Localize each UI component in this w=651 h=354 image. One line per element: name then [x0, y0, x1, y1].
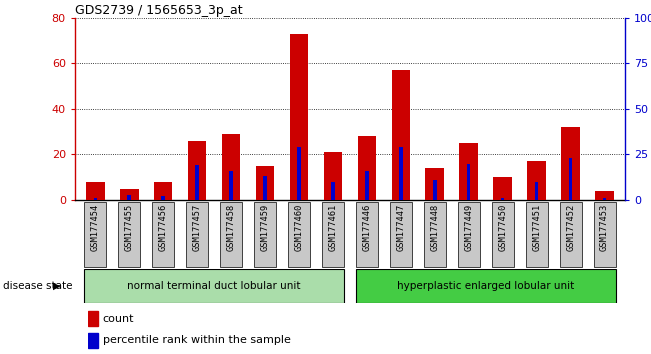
- Text: GSM177450: GSM177450: [498, 204, 507, 251]
- Text: GSM177458: GSM177458: [227, 204, 236, 251]
- Bar: [390, 202, 412, 267]
- Text: percentile rank within the sample: percentile rank within the sample: [103, 335, 290, 345]
- Bar: [594, 202, 616, 267]
- Bar: [88, 333, 98, 348]
- Text: hyperplastic enlarged lobular unit: hyperplastic enlarged lobular unit: [397, 281, 574, 291]
- Bar: [561, 127, 580, 200]
- Bar: [94, 198, 97, 200]
- Bar: [187, 141, 206, 200]
- Text: GSM177449: GSM177449: [464, 204, 473, 251]
- Text: GSM177459: GSM177459: [260, 204, 270, 251]
- Bar: [220, 202, 242, 267]
- Bar: [152, 202, 174, 267]
- Bar: [492, 202, 514, 267]
- Text: count: count: [103, 314, 134, 324]
- Bar: [118, 202, 140, 267]
- Bar: [433, 180, 437, 200]
- Bar: [186, 202, 208, 267]
- Bar: [426, 168, 444, 200]
- Bar: [256, 166, 274, 200]
- Bar: [331, 182, 335, 200]
- Bar: [365, 171, 368, 200]
- Bar: [324, 152, 342, 200]
- Text: GDS2739 / 1565653_3p_at: GDS2739 / 1565653_3p_at: [75, 4, 242, 17]
- Bar: [501, 198, 505, 200]
- Text: GSM177460: GSM177460: [294, 204, 303, 251]
- Bar: [88, 311, 98, 326]
- Text: GSM177461: GSM177461: [329, 204, 337, 251]
- Text: GSM177455: GSM177455: [125, 204, 133, 251]
- Bar: [263, 176, 267, 200]
- Bar: [322, 202, 344, 267]
- Bar: [154, 182, 173, 200]
- Text: GSM177448: GSM177448: [430, 204, 439, 251]
- Bar: [84, 269, 344, 303]
- Bar: [603, 198, 606, 200]
- Bar: [569, 158, 572, 200]
- Bar: [527, 161, 546, 200]
- Bar: [298, 147, 301, 200]
- Bar: [535, 182, 538, 200]
- Text: GSM177452: GSM177452: [566, 204, 575, 251]
- Bar: [84, 202, 106, 267]
- Bar: [460, 143, 478, 200]
- Bar: [288, 202, 310, 267]
- Bar: [229, 171, 233, 200]
- Bar: [467, 164, 471, 200]
- Bar: [357, 136, 376, 200]
- Bar: [222, 134, 240, 200]
- Bar: [290, 34, 309, 200]
- Text: GSM177453: GSM177453: [600, 204, 609, 251]
- Bar: [424, 202, 446, 267]
- Text: normal terminal duct lobular unit: normal terminal duct lobular unit: [128, 281, 301, 291]
- Text: ▶: ▶: [53, 281, 61, 291]
- Bar: [595, 191, 614, 200]
- Bar: [525, 202, 547, 267]
- Text: GSM177446: GSM177446: [363, 204, 371, 251]
- Text: disease state: disease state: [3, 281, 73, 291]
- Text: GSM177456: GSM177456: [159, 204, 168, 251]
- Bar: [128, 195, 131, 200]
- Bar: [120, 189, 139, 200]
- Text: GSM177454: GSM177454: [90, 204, 100, 251]
- Bar: [458, 202, 480, 267]
- Bar: [493, 177, 512, 200]
- Bar: [391, 70, 410, 200]
- Bar: [356, 269, 616, 303]
- Bar: [161, 196, 165, 200]
- Bar: [560, 202, 581, 267]
- Bar: [399, 147, 402, 200]
- Bar: [254, 202, 276, 267]
- Bar: [195, 165, 199, 200]
- Text: GSM177451: GSM177451: [532, 204, 541, 251]
- Text: GSM177457: GSM177457: [193, 204, 202, 251]
- Bar: [86, 182, 105, 200]
- Bar: [356, 202, 378, 267]
- Text: GSM177447: GSM177447: [396, 204, 406, 251]
